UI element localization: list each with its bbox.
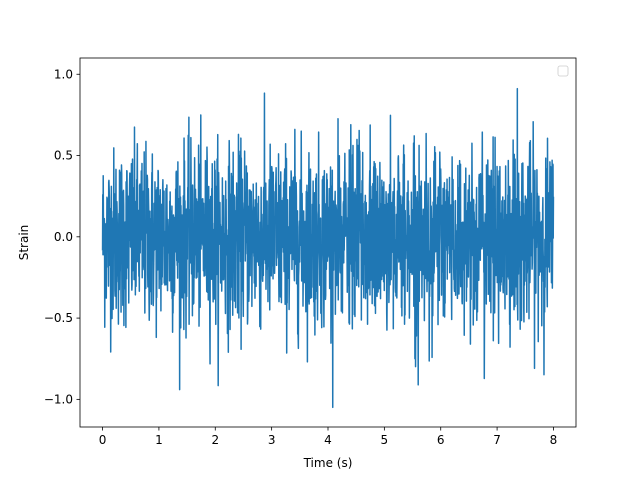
y-axis-label: Strain [17, 225, 31, 261]
x-tick-label: 4 [324, 433, 332, 447]
x-tick-label: 7 [493, 433, 501, 447]
x-tick-label: 8 [550, 433, 558, 447]
x-axis: 0 1 2 3 4 5 6 7 8 [99, 427, 558, 447]
y-tick-label: −0.5 [44, 311, 73, 325]
series-line [101, 87, 555, 409]
y-tick-label: 1.0 [54, 67, 73, 81]
x-tick-label: 6 [437, 433, 445, 447]
y-tick-label: 0.0 [54, 230, 73, 244]
y-axis: −1.0 −0.5 0.0 0.5 1.0 [44, 67, 80, 406]
x-tick-label: 0 [99, 433, 107, 447]
x-tick-label: 2 [211, 433, 219, 447]
x-tick-label: 1 [155, 433, 163, 447]
legend-box [557, 65, 569, 77]
x-axis-label: Time (s) [303, 456, 353, 470]
y-tick-label: 0.5 [54, 149, 73, 163]
x-tick-label: 3 [268, 433, 276, 447]
x-tick-label: 5 [381, 433, 389, 447]
y-tick-label: −1.0 [44, 392, 73, 406]
plot-area [101, 87, 555, 409]
